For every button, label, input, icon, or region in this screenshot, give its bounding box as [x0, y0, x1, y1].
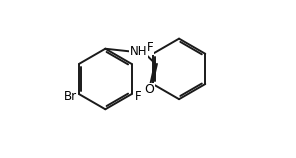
Text: F: F [147, 41, 153, 54]
Text: NH: NH [130, 45, 147, 58]
Text: O: O [145, 83, 155, 96]
Text: F: F [135, 90, 142, 103]
Text: Br: Br [64, 90, 77, 103]
